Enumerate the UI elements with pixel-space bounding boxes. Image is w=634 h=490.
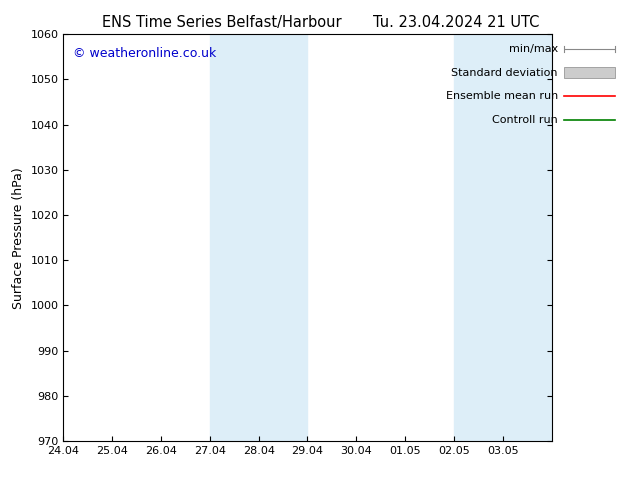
Bar [454, 34, 552, 441]
Text: ENS Time Series Belfast/Harbour: ENS Time Series Belfast/Harbour [102, 15, 342, 30]
Text: Controll run: Controll run [492, 115, 558, 124]
Text: Standard deviation: Standard deviation [451, 68, 558, 77]
Text: © weatheronline.co.uk: © weatheronline.co.uk [73, 47, 216, 59]
Text: Tu. 23.04.2024 21 UTC: Tu. 23.04.2024 21 UTC [373, 15, 540, 30]
Y-axis label: Surface Pressure (hPa): Surface Pressure (hPa) [12, 167, 25, 309]
Text: Ensemble mean run: Ensemble mean run [446, 91, 558, 101]
Bar [210, 34, 307, 441]
Text: min/max: min/max [508, 44, 558, 54]
